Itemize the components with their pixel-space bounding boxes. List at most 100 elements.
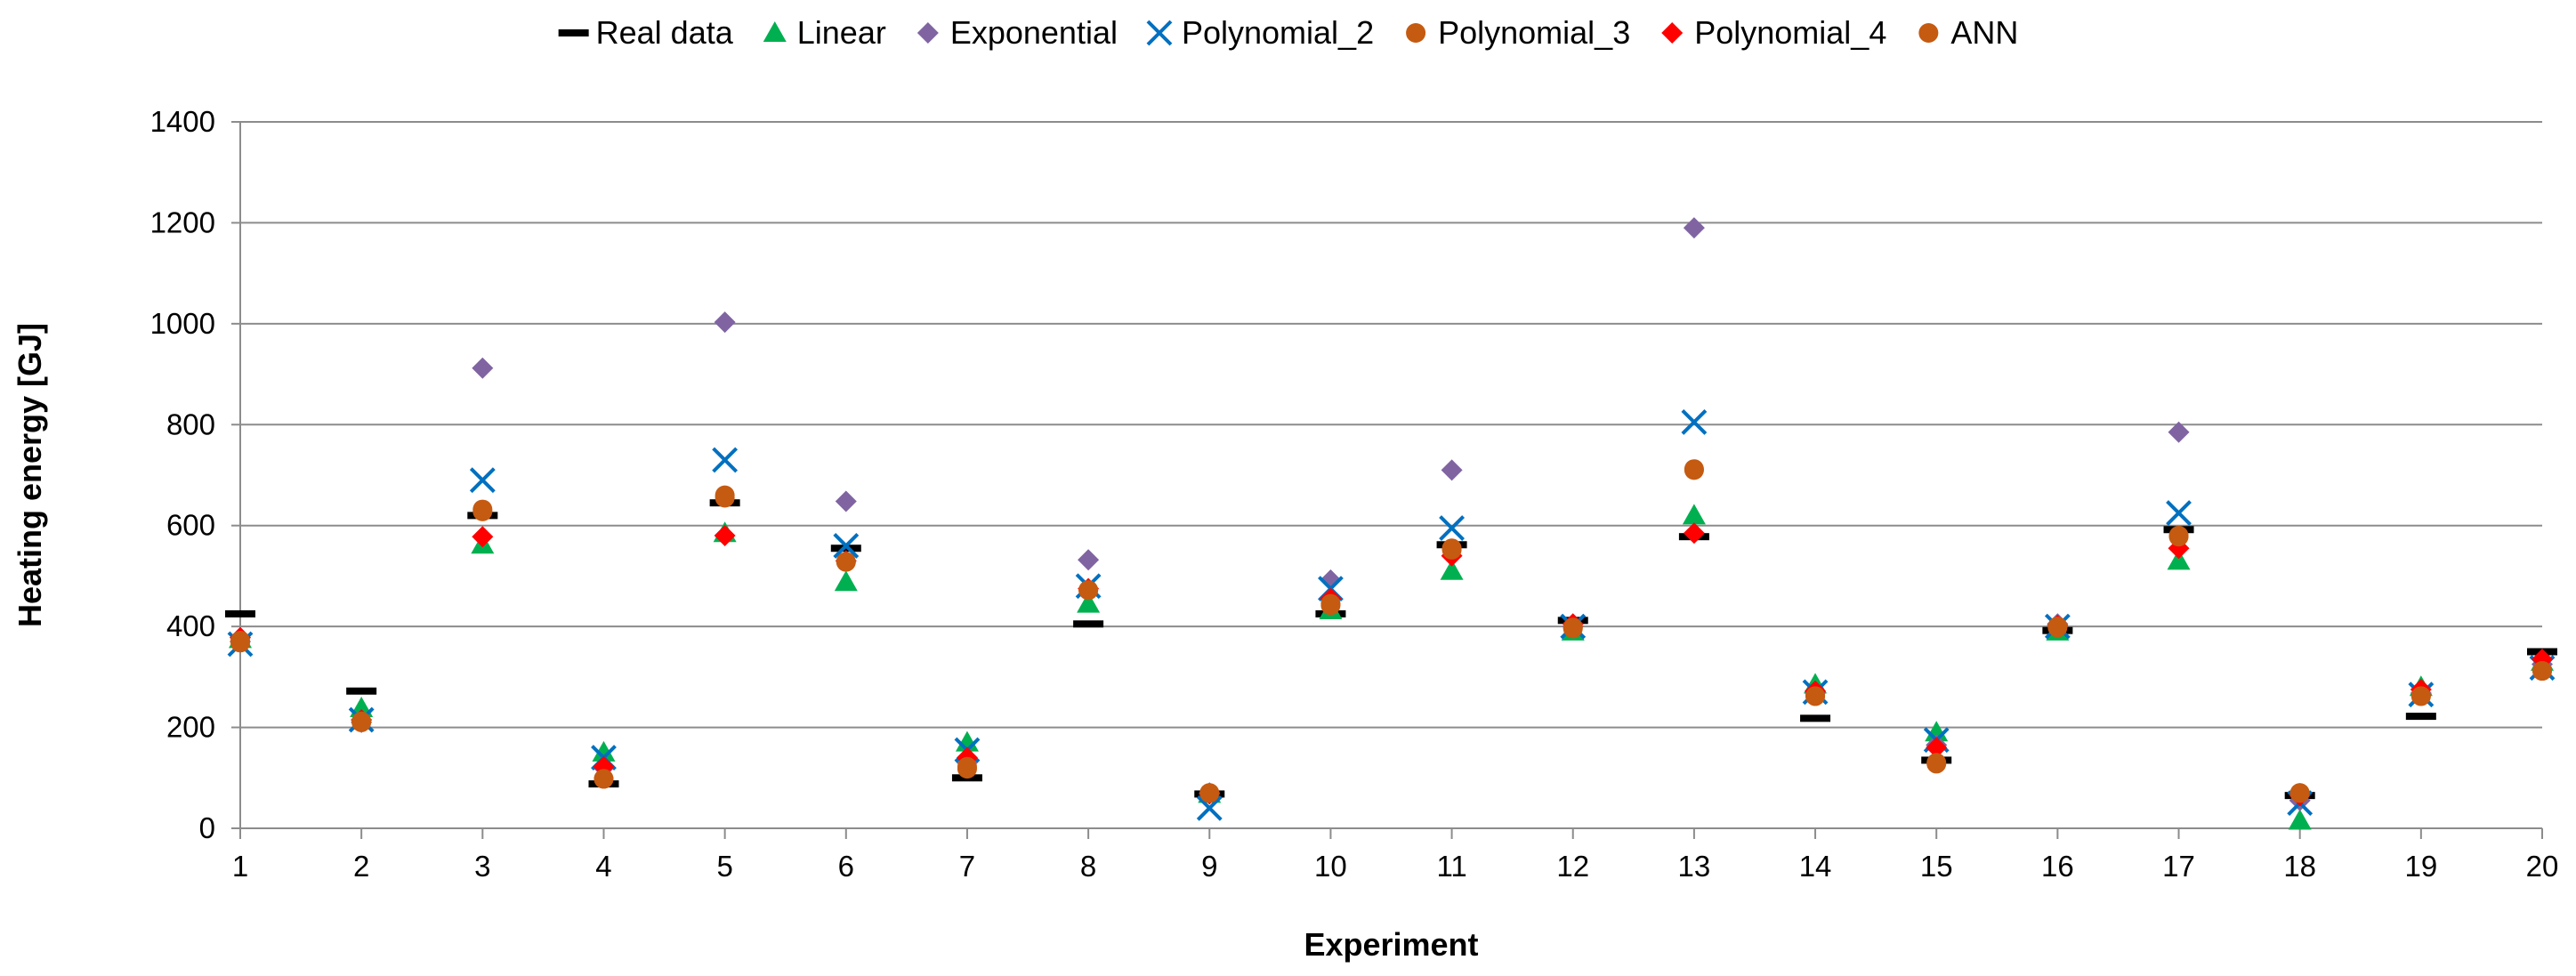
point-real-data [1800, 714, 1831, 722]
x-tick-label: 14 [1799, 850, 1832, 883]
x-tick-label: 13 [1678, 850, 1711, 883]
point-ann [1805, 686, 1826, 706]
point-ann [2168, 527, 2189, 547]
point-polynomial-2 [833, 532, 860, 559]
point-ann [2289, 783, 2310, 803]
legend-marker-ann [1918, 23, 1939, 43]
point-polynomial-2 [1681, 409, 1708, 435]
x-tick-label: 8 [1080, 850, 1096, 883]
point-linear [2288, 809, 2312, 830]
x-tick-label: 5 [716, 850, 732, 883]
point-polynomial-2 [712, 447, 739, 473]
point-ann [1563, 618, 1583, 639]
legend-marker-real-data [558, 29, 589, 36]
legend-marker-polynomial-3 [1406, 23, 1426, 43]
x-tick-label: 4 [595, 850, 611, 883]
point-exponential [1078, 549, 1100, 571]
point-ann [472, 501, 493, 521]
point-ann [1684, 460, 1704, 480]
y-tick-label: 400 [166, 609, 215, 642]
legend-item-linear: Linear [763, 14, 886, 51]
y-tick-label: 0 [199, 811, 215, 844]
data-marks [225, 217, 2557, 830]
y-axis-title: Heating energy [GJ] [12, 323, 48, 627]
point-ann [1926, 753, 1947, 773]
y-tick-label: 1400 [150, 105, 215, 138]
x-tick-label: 19 [2404, 850, 2437, 883]
y-tick-label: 1200 [150, 206, 215, 238]
x-tick-label: 20 [2526, 850, 2559, 883]
point-linear [2167, 549, 2191, 570]
x-tick-label: 12 [1556, 850, 1589, 883]
point-exponential [714, 311, 736, 334]
point-linear [1077, 592, 1101, 613]
x-tick-label: 1 [232, 850, 248, 883]
point-exponential [1683, 217, 1705, 239]
point-ann [1441, 539, 1462, 560]
point-ann [836, 552, 856, 572]
point-ann [230, 633, 250, 653]
point-ann [715, 488, 735, 508]
legend-marker-exponential [917, 22, 939, 44]
point-ann [2410, 686, 2431, 706]
x-tick-label: 16 [2041, 850, 2074, 883]
x-tick-label: 3 [474, 850, 490, 883]
legend: Real data Linear Exponential Polynomial_2 Po… [558, 14, 2018, 51]
y-tick-label: 600 [166, 509, 215, 542]
y-tick-label: 200 [166, 711, 215, 744]
legend-item-polynomial-2: Polynomial_2 [1146, 14, 1374, 51]
point-real-data [1073, 620, 1104, 628]
point-ann [1320, 595, 1341, 616]
point-polynomial-2 [1196, 795, 1223, 821]
x-tick-label: 11 [1436, 850, 1466, 883]
point-real-data [346, 687, 377, 695]
point-polynomial-2 [1439, 515, 1465, 541]
x-tick-label: 15 [1920, 850, 1953, 883]
legend-item-polynomial-4: Polynomial_4 [1661, 14, 1886, 51]
point-exponential [835, 490, 857, 512]
legend-label-linear: Linear [797, 14, 886, 51]
point-linear [834, 570, 858, 592]
point-ann [351, 712, 372, 732]
legend-label-polynomial-2: Polynomial_2 [1182, 14, 1374, 51]
point-linear [1440, 559, 1464, 580]
legend-marker-linear [763, 21, 787, 42]
point-polynomial-4 [1926, 737, 1948, 759]
legend-marker-polynomial-4 [1661, 22, 1684, 44]
point-polynomial-2 [2166, 500, 2192, 526]
point-polynomial-2 [469, 467, 496, 494]
point-ann [1199, 783, 1220, 803]
legend-label-polynomial-3: Polynomial_3 [1438, 14, 1630, 51]
point-polynomial-4 [472, 526, 494, 548]
legend-label-real-data: Real data [596, 14, 734, 51]
legend-label-polynomial-4: Polynomial_4 [1694, 14, 1886, 51]
point-ann [594, 769, 614, 789]
point-exponential [472, 357, 494, 379]
point-linear [1682, 504, 1706, 525]
legend-item-exponential: Exponential [917, 14, 1118, 51]
gridlines [240, 121, 2542, 729]
legend-label-exponential: Exponential [950, 14, 1118, 51]
point-real-data [830, 544, 861, 553]
x-tick-label: 7 [959, 850, 975, 883]
point-ann [2047, 617, 2068, 638]
y-tick-label: 800 [166, 407, 215, 440]
x-tick-label: 17 [2162, 850, 2195, 883]
point-real-data [2405, 713, 2436, 721]
x-tick-label: 6 [838, 850, 854, 883]
point-ann [1078, 580, 1099, 601]
legend-item-real-data: Real data [558, 14, 734, 51]
legend-label-ann: ANN [1950, 14, 2018, 51]
point-linear [592, 740, 616, 762]
legend-marker-polynomial-2 [1146, 20, 1173, 46]
point-exponential [1441, 459, 1463, 481]
legend-item-polynomial-3: Polynomial_3 [1406, 14, 1630, 51]
point-ann [2532, 661, 2552, 682]
x-tick-label: 18 [2283, 850, 2316, 883]
x-tick-label: 9 [1201, 850, 1217, 883]
x-axis-title: Experiment [1304, 926, 1478, 963]
point-real-data [225, 609, 255, 617]
